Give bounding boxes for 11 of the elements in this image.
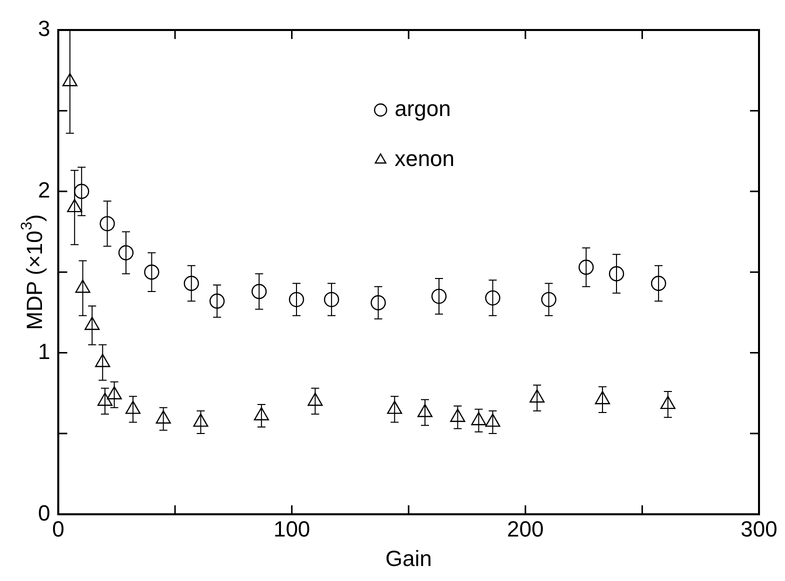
x-axis-title: Gain [385,546,432,571]
legend-label: argon [394,96,451,122]
x-tick-label: 200 [507,516,544,542]
y-tick-label: 1 [38,338,50,364]
x-tick-label: 100 [273,516,310,542]
y-tick-label: 3 [38,16,50,42]
y-tick-label: 2 [38,177,50,202]
x-tick-label: 300 [740,516,778,542]
y-tick-label: 0 [38,500,50,526]
y-axis-title: MDP (×103) [18,214,48,330]
legend-label: xenon [394,146,455,172]
